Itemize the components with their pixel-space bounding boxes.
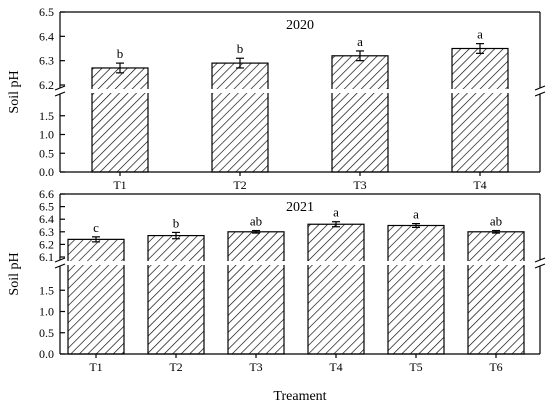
bar: [91, 67, 149, 173]
x-tick-label: T4: [473, 178, 486, 192]
y-tick-label: 0.0: [39, 347, 54, 361]
bar: [307, 223, 365, 355]
x-tick-label: T2: [233, 178, 246, 192]
y-tick-label: 6.4: [39, 29, 54, 43]
y-tick-label: 6.2: [39, 237, 54, 251]
y-tick-label: 1.5: [39, 283, 54, 297]
x-tick-label: T2: [169, 360, 182, 374]
significance-label: c: [93, 220, 99, 235]
significance-label: a: [333, 205, 339, 220]
y-tick-label: 0.0: [39, 165, 54, 179]
y-tick-label: 0.5: [39, 146, 54, 160]
chart-panel-1: b T1 b T2 a T3 a T4 0.0 0.5 1.0 1.5 6.2 6.3 6.4 6.5 2020…: [7, 5, 546, 192]
break-mark: [54, 85, 66, 91]
bar: [387, 224, 445, 355]
x-tick-label: T1: [113, 178, 126, 192]
axis-break-band: [61, 261, 539, 265]
y-tick-label: 0.5: [39, 326, 54, 340]
x-tick-label: T1: [89, 360, 102, 374]
break-mark: [534, 91, 546, 97]
y-tick-label: 6.4: [39, 212, 54, 226]
panel-title: 2020: [286, 18, 314, 33]
chart-panel-2: cT1bT2abT3aT4aT5abT60.00.51.01.56.16.26.…: [7, 187, 546, 404]
bar: [451, 47, 509, 173]
break-mark: [54, 91, 66, 97]
y-tick-label: 6.6: [39, 187, 54, 201]
y-tick-label: 6.3: [39, 225, 54, 239]
y-tick-label: 6.1: [39, 250, 54, 264]
bar: [227, 231, 285, 355]
y-axis-title: Soil pH: [7, 70, 22, 113]
x-tick-label: T6: [489, 360, 502, 374]
y-tick-label: 1.5: [39, 109, 54, 123]
significance-label: a: [357, 34, 363, 49]
y-tick-label: 1.0: [39, 305, 54, 319]
y-tick-label: 6.2: [39, 78, 54, 92]
break-mark: [534, 85, 546, 91]
bar: [467, 231, 525, 355]
significance-label: b: [237, 41, 244, 56]
y-tick-label: 6.5: [39, 5, 54, 19]
break-mark: [54, 263, 66, 269]
significance-label: a: [413, 207, 419, 222]
bar: [211, 62, 269, 173]
break-mark: [534, 263, 546, 269]
bar: [331, 55, 389, 173]
y-axis-title: Soil pH: [7, 252, 22, 295]
significance-label: ab: [250, 214, 262, 229]
axis-break-band: [61, 89, 539, 93]
bar: [147, 234, 205, 355]
x-tick-label: T3: [249, 360, 262, 374]
break-mark: [54, 257, 66, 263]
x-tick-label: T3: [353, 178, 366, 192]
bar: [67, 238, 125, 355]
x-axis-title: Treament: [273, 389, 326, 404]
y-tick-label: 6.3: [39, 54, 54, 68]
x-tick-label: T5: [409, 360, 422, 374]
significance-label: a: [477, 27, 483, 42]
significance-label: b: [117, 46, 124, 61]
y-tick-label: 1.0: [39, 128, 54, 142]
significance-label: ab: [490, 214, 502, 229]
y-tick-label: 6.5: [39, 200, 54, 214]
x-tick-label: T4: [329, 360, 342, 374]
panel-title: 2021: [286, 200, 314, 215]
significance-label: b: [173, 215, 180, 230]
break-mark: [534, 257, 546, 263]
